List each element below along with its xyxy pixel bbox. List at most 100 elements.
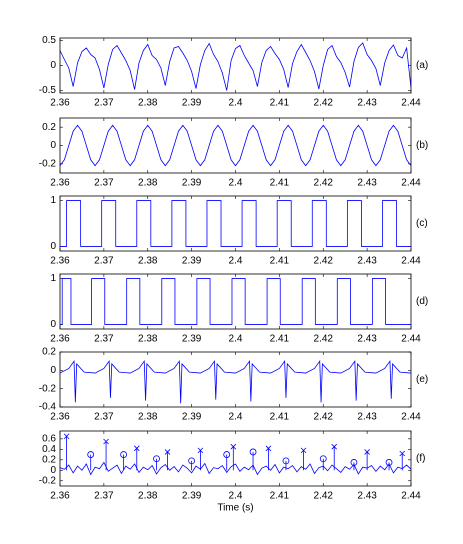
marker <box>164 449 171 455</box>
marker <box>120 451 128 458</box>
x-tick-label: 2.41 <box>270 98 290 109</box>
marker <box>230 443 237 450</box>
marker <box>87 451 95 458</box>
plot-area <box>60 278 411 325</box>
x-tick-label: 2.4 <box>229 256 243 267</box>
x-tick-label: 2.41 <box>270 334 290 345</box>
marker <box>319 455 327 463</box>
panel-label: (d) <box>416 296 428 307</box>
x-tick-label: 2.36 <box>50 178 70 189</box>
x-axis-label: Time (s) <box>217 503 253 514</box>
x-tick-label: 2.38 <box>138 98 158 109</box>
y-tick-label: 0 <box>50 140 56 151</box>
x-tick-label: 2.43 <box>357 178 377 189</box>
x-tick-label: 2.44 <box>401 98 421 109</box>
subplot: 2.36 2.37 2.38 2.39 2.4 2.41 2.42 2.43 2.44 0 1 (c) <box>50 195 427 266</box>
x-tick-label: 2.41 <box>270 491 290 502</box>
x-tick-label: 2.39 <box>182 412 202 423</box>
marker <box>364 449 370 455</box>
x-tick-label: 2.37 <box>94 98 114 109</box>
x-tick-label: 2.43 <box>357 412 377 423</box>
x-tick-label: 2.44 <box>401 256 421 267</box>
marker <box>282 457 290 465</box>
y-tick-label: -0.2 <box>39 383 57 394</box>
x-tick-label: 2.43 <box>357 491 377 502</box>
x-tick-label: 2.4 <box>229 491 243 502</box>
marker <box>399 450 406 457</box>
marker <box>350 459 358 466</box>
y-tick-label: 0 <box>50 465 56 476</box>
y-tick-label: 0.5 <box>42 35 56 46</box>
x-tick-label: 2.43 <box>357 256 377 267</box>
y-tick-label: 0 <box>50 365 56 376</box>
x-tick-label: 2.37 <box>94 256 114 267</box>
y-tick-label: 0.2 <box>42 347 56 358</box>
axes-frame <box>59 195 412 252</box>
line <box>60 124 411 167</box>
x-tick-label: 2.41 <box>270 412 290 423</box>
x-tick-label: 2.37 <box>94 178 114 189</box>
x-tick-label: 2.39 <box>182 334 202 345</box>
x-tick-label: 2.39 <box>182 256 202 267</box>
y-tick-label: 0.4 <box>42 444 56 455</box>
marker <box>188 457 196 465</box>
y-tick-label: -0.2 <box>39 158 57 169</box>
marker <box>63 433 70 440</box>
panel-label: (c) <box>416 218 428 229</box>
x-tick-label: 2.43 <box>357 98 377 109</box>
x-tick-label: 2.43 <box>357 334 377 345</box>
subplot: 2.36 2.37 2.38 2.39 2.4 2.41 2.42 2.43 2.44-0.20… <box>39 430 425 514</box>
marker <box>223 451 231 458</box>
x-tick-label: 2.42 <box>314 178 334 189</box>
x-tick-label: 2.39 <box>182 491 202 502</box>
x-tick-label: 2.44 <box>401 412 421 423</box>
marker <box>249 448 257 456</box>
axes-frame <box>59 37 412 94</box>
panel-label: (f) <box>416 453 425 464</box>
x-tick-label: 2.4 <box>229 178 243 189</box>
x-tick-label: 2.42 <box>314 491 334 502</box>
x-tick-label: 2.39 <box>182 98 202 109</box>
x-tick-label: 2.4 <box>229 334 243 345</box>
x-tick-label: 2.38 <box>138 256 158 267</box>
x-tick-label: 2.4 <box>229 98 243 109</box>
x-tick-label: 2.37 <box>94 491 114 502</box>
axes-frame <box>59 273 412 330</box>
x-tick-label: 2.42 <box>314 256 334 267</box>
x-tick-label: 2.36 <box>50 412 70 423</box>
y-tick-label: 0 <box>50 60 56 71</box>
y-tick-label: -0.5 <box>39 85 57 96</box>
axes-frame <box>59 430 412 487</box>
marker <box>331 443 338 450</box>
panel-label: (a) <box>416 60 428 71</box>
x-tick-label: 2.44 <box>401 334 421 345</box>
marker <box>103 438 109 445</box>
marker <box>385 459 393 466</box>
x-tick-label: 2.42 <box>314 334 334 345</box>
subplot: 2.36 2.37 2.38 2.39 2.4 2.41 2.42 2.43 2.44 -0.5 0… <box>39 35 428 109</box>
plot-area <box>60 359 411 404</box>
marker <box>265 445 272 452</box>
x-tick-label: 2.36 <box>50 334 70 345</box>
line <box>60 461 411 476</box>
line <box>60 42 411 91</box>
subplot: 2.36 2.37 2.38 2.39 2.4 2.41 2.42 2.43 2.44 0 1 (d) <box>50 273 428 344</box>
marker <box>300 447 307 454</box>
x-tick-label: 2.42 <box>314 412 334 423</box>
subplot: 2.36 2.37 2.38 2.39 2.4 2.41 2.42 2.43 2.44 -0.4 -… <box>39 347 428 423</box>
y-tick-label: -0.2 <box>39 475 57 486</box>
plot-area <box>60 200 411 247</box>
x-tick-label: 2.44 <box>401 491 421 502</box>
marker <box>153 455 160 463</box>
y-tick-label: 0.2 <box>42 122 56 133</box>
axes-frame <box>59 117 412 174</box>
x-tick-label: 2.36 <box>50 98 70 109</box>
y-tick-label: 0.6 <box>42 433 56 444</box>
x-tick-label: 2.36 <box>50 491 70 502</box>
x-tick-label: 2.38 <box>138 412 158 423</box>
x-tick-label: 2.37 <box>94 334 114 345</box>
x-tick-label: 2.38 <box>138 334 158 345</box>
marker <box>133 445 140 452</box>
line <box>60 200 411 247</box>
y-tick-label: 0 <box>50 319 56 330</box>
